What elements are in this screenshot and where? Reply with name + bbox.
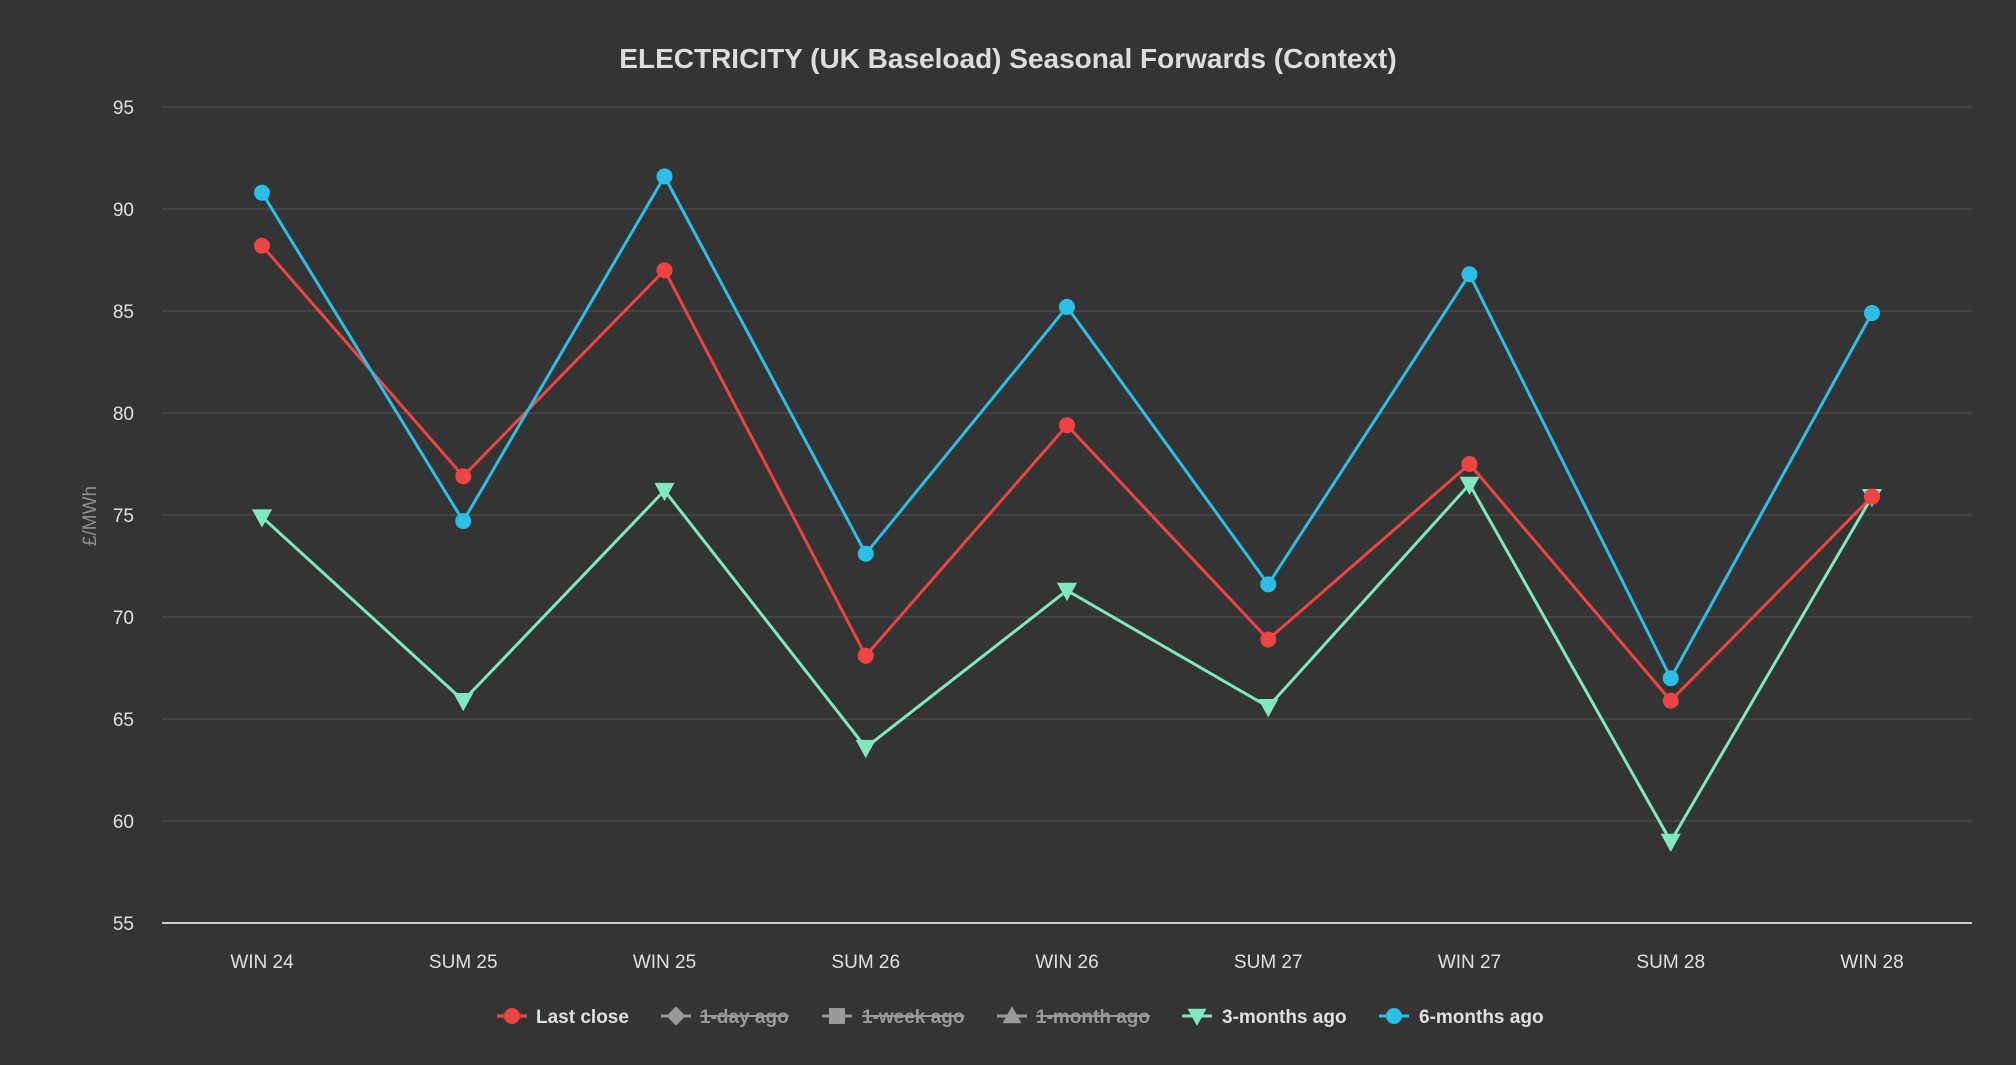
x-tick-label: SUM 25 [429, 952, 498, 973]
series-point [1260, 576, 1277, 593]
legend-marker [1187, 1008, 1207, 1027]
series-point [1056, 582, 1078, 602]
legend-label: 1-week ago [862, 1007, 964, 1028]
series-point [453, 692, 474, 712]
x-tick-label: WIN 24 [230, 952, 294, 973]
y-tick-label: 90 [113, 200, 134, 221]
series-point [1459, 476, 1480, 496]
y-tick-label: 65 [113, 710, 134, 731]
x-tick-label: WIN 28 [1840, 952, 1903, 973]
series-point [654, 482, 675, 502]
y-axis-ticks: 55 60 65 70 75 80 85 90 95 [113, 98, 134, 935]
series-point [656, 168, 673, 185]
y-tick-label: 75 [113, 506, 134, 527]
x-tick-label: SUM 27 [1234, 952, 1303, 973]
series-point [1059, 417, 1075, 434]
y-tick-label: 55 [113, 914, 134, 935]
series-point [855, 739, 876, 759]
x-tick-label: WIN 26 [1035, 952, 1098, 973]
series-point [254, 184, 270, 201]
series-point [1258, 699, 1279, 718]
legend-label: 1-day ago [700, 1007, 789, 1028]
legend-label: Last close [536, 1007, 629, 1028]
y-tick-label: 80 [113, 404, 134, 425]
series-point [1660, 833, 1681, 853]
x-tick-label: SUM 26 [831, 952, 900, 973]
series-point [1662, 670, 1679, 687]
x-tick-label: WIN 27 [1438, 952, 1501, 973]
legend-marker [504, 1008, 520, 1024]
chart-title: ELECTRICITY (UK Baseload) Seasonal Forwa… [619, 43, 1396, 74]
series-point [1864, 488, 1880, 505]
series-point [251, 509, 273, 528]
series-point [857, 647, 874, 664]
series-point [1461, 266, 1478, 283]
series-point [455, 513, 472, 530]
legend-marker [1386, 1008, 1402, 1024]
legend-label: 3-months ago [1222, 1007, 1347, 1028]
legend-label: 6-months ago [1419, 1007, 1544, 1028]
legend: Last close 1-day ago 1-week ago 1-month ago… [497, 1005, 1544, 1028]
y-tick-label: 60 [113, 812, 134, 833]
legend-marker [666, 1006, 686, 1026]
series-point [1059, 298, 1075, 315]
series-markers [251, 168, 1883, 853]
legend-label: 1-month ago [1036, 1007, 1150, 1028]
legend-marker [1002, 1005, 1022, 1024]
x-axis-ticks: WIN 24 SUM 25 WIN 25 SUM 26 WIN 26 SUM 27 WIN … [230, 952, 1903, 973]
y-tick-label: 70 [113, 608, 134, 629]
series-point [656, 262, 673, 279]
legend-marker [829, 1008, 845, 1024]
series-point [254, 237, 270, 254]
x-tick-label: WIN 25 [633, 952, 696, 973]
series-point [1260, 631, 1277, 648]
y-tick-label: 95 [113, 98, 134, 119]
series-point [1662, 692, 1679, 709]
series-point [1864, 305, 1880, 322]
y-axis-label: £/MWh [80, 486, 101, 546]
series-point [455, 468, 472, 485]
series-point [1461, 456, 1478, 472]
series-point [857, 545, 874, 562]
y-tick-label: 85 [113, 302, 134, 323]
x-tick-label: SUM 28 [1636, 952, 1705, 973]
